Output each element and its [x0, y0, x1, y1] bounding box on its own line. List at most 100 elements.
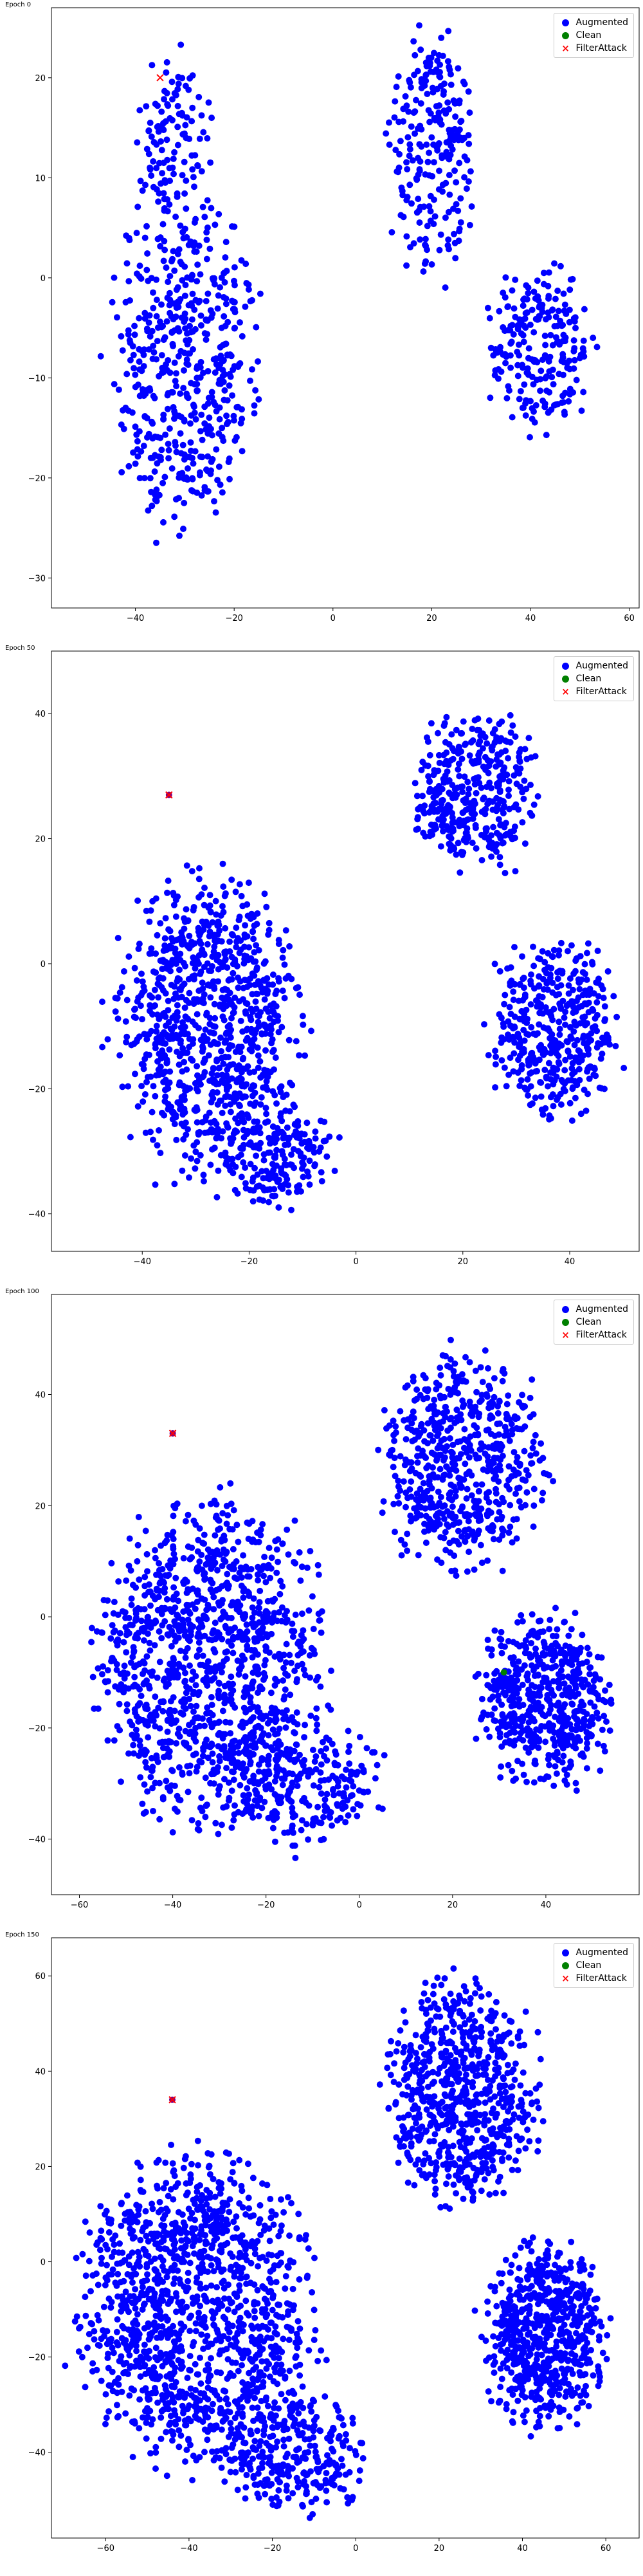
- augmented-point: [316, 1572, 322, 1578]
- augmented-point: [331, 1760, 338, 1767]
- augmented-point: [270, 1825, 276, 1832]
- augmented-point: [239, 333, 246, 340]
- augmented-point: [204, 454, 211, 460]
- augmented-point: [249, 1814, 256, 1821]
- augmented-point: [507, 365, 514, 371]
- augmented-point: [167, 165, 173, 171]
- augmented-point: [345, 1749, 352, 1755]
- augmented-point: [308, 1027, 314, 1034]
- augmented-point: [264, 1068, 271, 1074]
- augmented-point: [161, 1677, 167, 1684]
- augmented-point: [165, 1101, 172, 1107]
- augmented-point: [219, 1055, 225, 1062]
- augmented-point: [125, 278, 132, 284]
- augmented-point: [395, 119, 402, 125]
- augmented-point: [415, 196, 421, 202]
- augmented-point: [251, 402, 258, 409]
- augmented-point: [261, 1799, 267, 1805]
- augmented-point: [282, 995, 288, 1001]
- augmented-point: [329, 1823, 335, 1829]
- augmented-point: [107, 1635, 114, 1642]
- augmented-point: [255, 396, 262, 403]
- augmented-point: [426, 1482, 433, 1488]
- augmented-point: [280, 1665, 287, 1671]
- augmented-point: [538, 1440, 544, 1447]
- augmented-point: [310, 1822, 316, 1828]
- augmented-point: [506, 1486, 512, 1493]
- augmented-point: [163, 1086, 170, 1092]
- augmented-point: [545, 283, 551, 290]
- augmented-point: [541, 270, 547, 276]
- augmented-point: [185, 341, 191, 347]
- augmented-point: [270, 1618, 276, 1624]
- augmented-point: [178, 1698, 185, 1705]
- augmented-point: [138, 448, 144, 455]
- augmented-point: [498, 1057, 505, 1063]
- augmented-point: [589, 959, 595, 966]
- augmented-point: [262, 1643, 269, 1650]
- augmented-point: [175, 142, 181, 149]
- augmented-point: [272, 1193, 278, 1199]
- augmented-point: [115, 1015, 122, 1022]
- augmented-point: [273, 1003, 280, 1009]
- augmented-point: [178, 1024, 185, 1031]
- augmented-point: [203, 1710, 210, 1716]
- augmented-point: [496, 308, 502, 315]
- augmented-point: [125, 407, 132, 414]
- augmented-point: [214, 1089, 221, 1096]
- augmented-point: [189, 166, 195, 172]
- augmented-point: [460, 719, 467, 725]
- augmented-point: [564, 1002, 570, 1009]
- augmented-point: [174, 1017, 180, 1024]
- augmented-point: [204, 1704, 210, 1711]
- augmented-point: [150, 1083, 157, 1089]
- augmented-point: [198, 313, 204, 319]
- augmented-point: [554, 969, 561, 975]
- augmented-point: [587, 1064, 593, 1071]
- augmented-point: [309, 1645, 315, 1651]
- augmented-point: [170, 1584, 177, 1590]
- augmented-point: [206, 933, 213, 939]
- x-tick-label: 40: [565, 1257, 575, 1267]
- augmented-point: [242, 1614, 248, 1620]
- augmented-point: [289, 1843, 296, 1849]
- augmented-point: [511, 306, 518, 312]
- augmented-point: [246, 1590, 252, 1596]
- augmented-point: [183, 1518, 189, 1525]
- augmented-point: [404, 102, 410, 109]
- augmented-point: [452, 255, 458, 261]
- augmented-point: [153, 1755, 159, 1762]
- augmented-point: [230, 1526, 236, 1532]
- augmented-point: [173, 1717, 179, 1724]
- augmented-point: [246, 1792, 252, 1798]
- augmented-point: [428, 208, 434, 214]
- augmented-point: [141, 1606, 148, 1612]
- augmented-point: [219, 1669, 225, 1675]
- augmented-point: [174, 1099, 181, 1106]
- augmented-point: [471, 1567, 478, 1573]
- augmented-point: [520, 405, 527, 411]
- augmented-point: [437, 1534, 444, 1540]
- augmented-point: [237, 360, 243, 367]
- augmented-point: [334, 1801, 340, 1807]
- augmented-point: [253, 1791, 260, 1798]
- augmented-point: [501, 1370, 507, 1377]
- augmented-point: [280, 955, 286, 961]
- augmented-point: [179, 1045, 186, 1051]
- augmented-point: [490, 824, 496, 831]
- augmented-point: [523, 1031, 530, 1037]
- augmented-point: [160, 221, 167, 228]
- augmented-point: [217, 416, 223, 423]
- augmented-point: [262, 1047, 269, 1054]
- augmented-point: [293, 1128, 299, 1135]
- augmented-point: [186, 945, 193, 952]
- augmented-point: [190, 1752, 197, 1758]
- augmented-point: [381, 1407, 388, 1413]
- augmented-point: [164, 1596, 170, 1603]
- augmented-point: [413, 175, 420, 181]
- augmented-point: [202, 1814, 208, 1820]
- augmented-point: [572, 325, 579, 331]
- augmented-point: [431, 769, 438, 776]
- augmented-point: [464, 157, 471, 163]
- augmented-point: [561, 411, 568, 418]
